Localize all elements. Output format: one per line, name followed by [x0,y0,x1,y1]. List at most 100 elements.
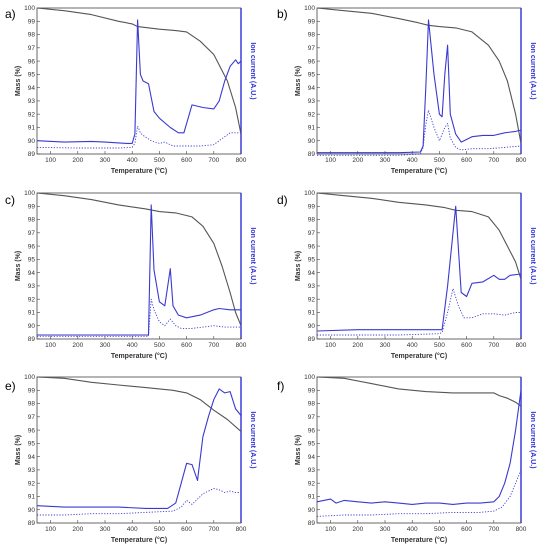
y-tick-label: 93 [308,98,316,105]
y-tick-label: 94 [28,85,36,92]
ion-current-curve-dotted [317,288,521,336]
y-tick-label: 89 [28,520,36,527]
plot-frame [316,7,522,155]
plot-frame [316,192,522,340]
y-tick-label: 96 [28,427,36,434]
ion-current-curve-solid [316,205,522,332]
chart-panel-5: e) 89 90 91 92 93 94 95 96 97 98 99 100 100 200 300 400 5… [5,374,256,544]
x-tick-label: 600 [461,157,472,164]
ion-current-curve-solid [37,204,241,336]
ion-current-axis-title: Ion current (A.U.) [529,411,536,468]
x-tick-label: 500 [154,342,165,349]
y-tick-label: 95 [28,441,36,448]
x-tick-label: 800 [516,526,527,533]
x-tick-label: 200 [352,526,363,533]
x-tick-label: 100 [45,526,56,533]
x-tick-label: 500 [434,157,445,164]
x-tick-label: 400 [127,526,138,533]
y-tick-label: 89 [28,336,36,343]
y-tick-label: 95 [308,441,316,448]
y-tick-label: 97 [28,414,36,421]
ion-current-curve-solid [317,19,522,154]
x-tick-label: 300 [100,342,111,349]
y-tick-label: 99 [308,387,316,394]
x-tick-label: 300 [380,526,391,533]
chart-panel-3: c) 89 90 91 92 93 94 95 96 97 98 99 100 100 200 300 400 5… [5,190,256,360]
y-tick-label: 100 [304,190,315,197]
y-tick-label: 96 [28,58,36,65]
y-tick-label: 90 [28,323,36,330]
y-axis-title: Mass (%) [15,66,22,96]
x-axis-title: Temperature (°C) [111,167,167,175]
ion-current-curve-solid [36,19,242,144]
y-tick-label: 98 [28,32,36,39]
x-tick-label: 400 [407,157,418,164]
ion-current-curve-solid [36,388,242,509]
mass-curve [36,7,242,135]
y-tick-label: 97 [308,45,316,52]
y-tick-label: 92 [28,296,36,303]
ion-current-axis-title: Ion current (A.U.) [249,227,256,284]
y-tick-label: 91 [308,494,316,501]
x-tick-label: 600 [181,157,192,164]
y-tick-label: 92 [28,111,36,118]
plot-frame [36,376,242,524]
y-tick-label: 95 [308,72,316,79]
y-tick-label: 98 [28,217,36,224]
y-tick-label: 96 [308,243,316,250]
x-tick-label: 700 [208,526,219,533]
x-tick-label: 500 [154,157,165,164]
y-tick-label: 100 [304,374,315,381]
y-tick-label: 93 [308,283,316,290]
y-tick-label: 90 [308,323,316,330]
x-tick-label: 800 [236,342,247,349]
y-tick-label: 96 [28,243,36,250]
y-tick-label: 98 [28,401,36,408]
y-tick-label: 89 [308,151,316,158]
chart-panel-2: b) 89 90 91 92 93 94 95 96 97 98 99 100 100 200 300 400 5… [277,5,536,175]
y-tick-label: 95 [308,257,316,264]
y-tick-label: 98 [308,217,316,224]
y-tick-label: 97 [308,414,316,421]
x-tick-label: 200 [352,157,363,164]
plot-frame [36,192,242,340]
y-tick-label: 89 [28,151,36,158]
x-tick-label: 600 [461,342,472,349]
y-tick-label: 98 [308,401,316,408]
chart-panel-1: a) 89 90 91 92 93 94 95 96 97 98 99 100 100 200 300 400 5… [5,5,256,175]
y-tick-label: 91 [28,125,36,132]
x-tick-label: 300 [100,157,111,164]
chart-panel-6: f) 89 90 91 92 93 94 95 96 97 98 99 100 100 200 300 400 5… [277,374,536,544]
mass-curve [36,376,242,432]
ion-current-axis-title: Ion current (A.U.) [249,42,256,99]
x-tick-label: 100 [325,342,336,349]
y-tick-label: 94 [308,454,316,461]
y-tick-label: 92 [308,296,316,303]
x-axis-title: Temperature (°C) [111,536,167,544]
y-tick-label: 94 [308,85,316,92]
y-tick-label: 93 [28,98,36,105]
x-tick-label: 200 [72,526,83,533]
x-tick-label: 100 [325,157,336,164]
mass-curve [36,192,242,326]
y-tick-label: 91 [28,310,36,317]
x-tick-label: 400 [127,342,138,349]
y-tick-label: 97 [28,230,36,237]
x-tick-label: 300 [100,526,111,533]
x-tick-label: 700 [488,157,499,164]
x-tick-label: 400 [127,157,138,164]
x-tick-label: 600 [181,342,192,349]
x-tick-label: 800 [236,526,247,533]
x-tick-label: 200 [72,342,83,349]
x-tick-label: 100 [45,342,56,349]
x-tick-label: 200 [352,342,363,349]
y-tick-label: 91 [28,494,36,501]
x-tick-label: 700 [488,342,499,349]
panel-letter: c) [5,193,15,207]
x-tick-label: 800 [516,342,527,349]
x-tick-label: 100 [45,157,56,164]
panel-letter: b) [277,7,288,21]
x-tick-label: 100 [325,526,336,533]
y-tick-label: 100 [304,5,315,12]
